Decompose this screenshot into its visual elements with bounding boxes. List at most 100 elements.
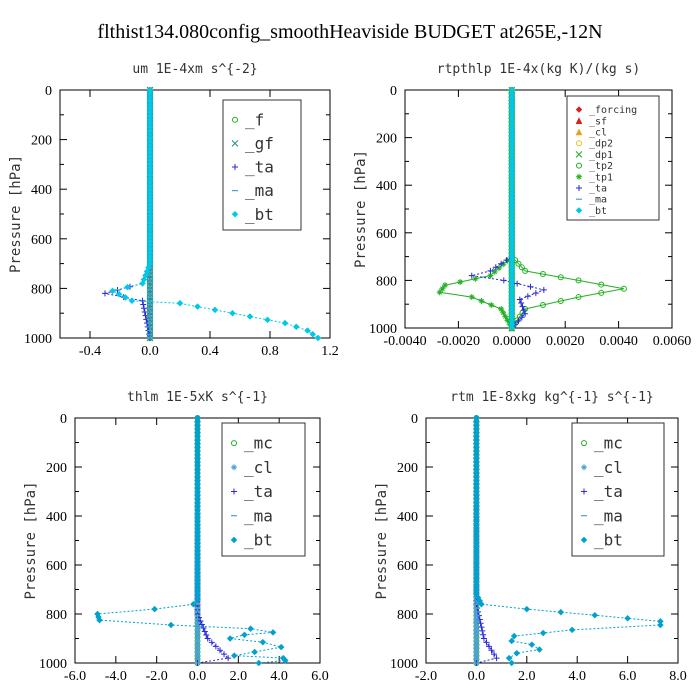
data-point (124, 283, 131, 291)
x-tick-label: 1.2 (321, 344, 339, 359)
x-tick-label: 2.0 (230, 669, 248, 684)
data-point (598, 289, 605, 296)
series-bt (109, 86, 322, 342)
y-tick-label: 200 (397, 461, 418, 476)
data-point (96, 616, 103, 624)
x-tick-label: 6.0 (311, 669, 329, 684)
data-point (520, 307, 527, 314)
y-tick-label: 800 (31, 282, 52, 297)
data-point (532, 290, 539, 297)
data-point (598, 281, 605, 288)
legend-marker (231, 140, 239, 147)
data-point (128, 297, 136, 305)
legend-marker (576, 185, 582, 191)
y-tick-label: 0 (60, 412, 67, 427)
legend-label: _f (245, 110, 264, 129)
x-tick-label: 8.0 (669, 669, 687, 684)
x-tick-label: 6.0 (619, 669, 637, 684)
data-point (139, 297, 146, 304)
legend-label: _cl (594, 458, 623, 477)
x-tick-label: 0.0 (189, 669, 207, 684)
data-point (508, 324, 516, 332)
data-point (439, 285, 446, 292)
series-line (471, 90, 546, 329)
data-point (472, 275, 479, 282)
data-point (508, 659, 516, 667)
legend-marker (232, 164, 238, 170)
legend-label: _mc (244, 434, 273, 453)
y-tick-label: 200 (46, 461, 67, 476)
legend-label: _cl (589, 128, 607, 139)
series-bt (508, 86, 516, 332)
legend-box (222, 99, 302, 231)
legend-box (566, 95, 660, 221)
legend-label: _ma (589, 195, 607, 206)
data-point (122, 294, 129, 301)
panel-title: thlm 1E-5xK s^{-1} (127, 390, 268, 405)
y-tick-label: 200 (31, 134, 52, 149)
data-point (495, 265, 502, 272)
figure-title: flthist134.080config_smoothHeaviside BUD… (97, 21, 602, 43)
data-point (575, 277, 582, 284)
y-tick-label: 1000 (369, 322, 397, 337)
y-tick-label: 1000 (390, 657, 418, 672)
data-point (176, 299, 184, 307)
legend-label: _mc (594, 434, 623, 453)
data-point (255, 659, 263, 667)
legend-marker (576, 140, 582, 147)
data-point (167, 621, 175, 629)
legend-label: _dp2 (589, 139, 613, 150)
chart-panel-1: um 1E-4xm s^{-2} 0 200 400 600 800 1000 -0.4 0.0… (8, 62, 339, 359)
panel-title: rtpthlp 1E-4x(kg K)/(kg s) (437, 62, 641, 77)
data-point (478, 600, 485, 608)
data-point (518, 264, 525, 271)
legend-marker (575, 128, 583, 136)
y-tick-label: 800 (397, 608, 418, 623)
legend: _mc _cl _ta _ma _bt (221, 422, 306, 557)
data-point (591, 611, 599, 619)
y-tick-label: 600 (376, 227, 397, 242)
legend: _f _gf _ta _ma _bt (222, 99, 302, 231)
data-point (281, 657, 289, 664)
data-point (539, 301, 546, 308)
y-tick-label: 400 (31, 183, 52, 198)
x-tick-label: 0.8 (261, 344, 279, 359)
x-tick-label: -0.0020 (437, 334, 480, 349)
y-tick-label: 1000 (39, 657, 67, 672)
legend-label: _cl (244, 458, 273, 477)
data-point (515, 260, 522, 267)
data-point (657, 621, 664, 629)
data-point (493, 655, 500, 662)
legend-label: _bt (245, 205, 274, 224)
data-point (211, 306, 219, 314)
chart-panel-2: rtpthlp 1E-4x(kg K)/(kg s) 0 200 400 600 800 1… (353, 62, 691, 349)
legend-label: _forcing (589, 105, 637, 116)
data-point (500, 277, 507, 284)
legend-label: _gf (245, 134, 274, 153)
data-point (251, 648, 259, 656)
series-tp1 (436, 87, 515, 331)
legend: _mc _cl _ta _ma _bt (571, 422, 665, 557)
data-point (226, 635, 234, 642)
data-point (115, 290, 123, 298)
x-tick-label: 0.4 (201, 344, 219, 359)
data-point (505, 654, 513, 662)
data-point (201, 628, 208, 635)
y-tick-label: 1000 (24, 332, 52, 347)
data-point (225, 655, 232, 662)
legend-marker (575, 117, 583, 125)
legend-marker (576, 173, 582, 180)
data-point (102, 290, 108, 297)
data-point (457, 278, 464, 285)
x-tick-label: 0.0020 (546, 334, 585, 349)
data-point (264, 316, 271, 324)
y-axis-label: Pressure [hPa] (23, 481, 39, 599)
data-point (540, 286, 547, 293)
x-tick-label: -4.0 (105, 669, 127, 684)
data-point (194, 303, 201, 310)
data-point (486, 643, 492, 650)
data-point (522, 267, 529, 274)
data-point (514, 280, 521, 287)
data-point (488, 301, 495, 308)
series-ta (468, 87, 547, 331)
